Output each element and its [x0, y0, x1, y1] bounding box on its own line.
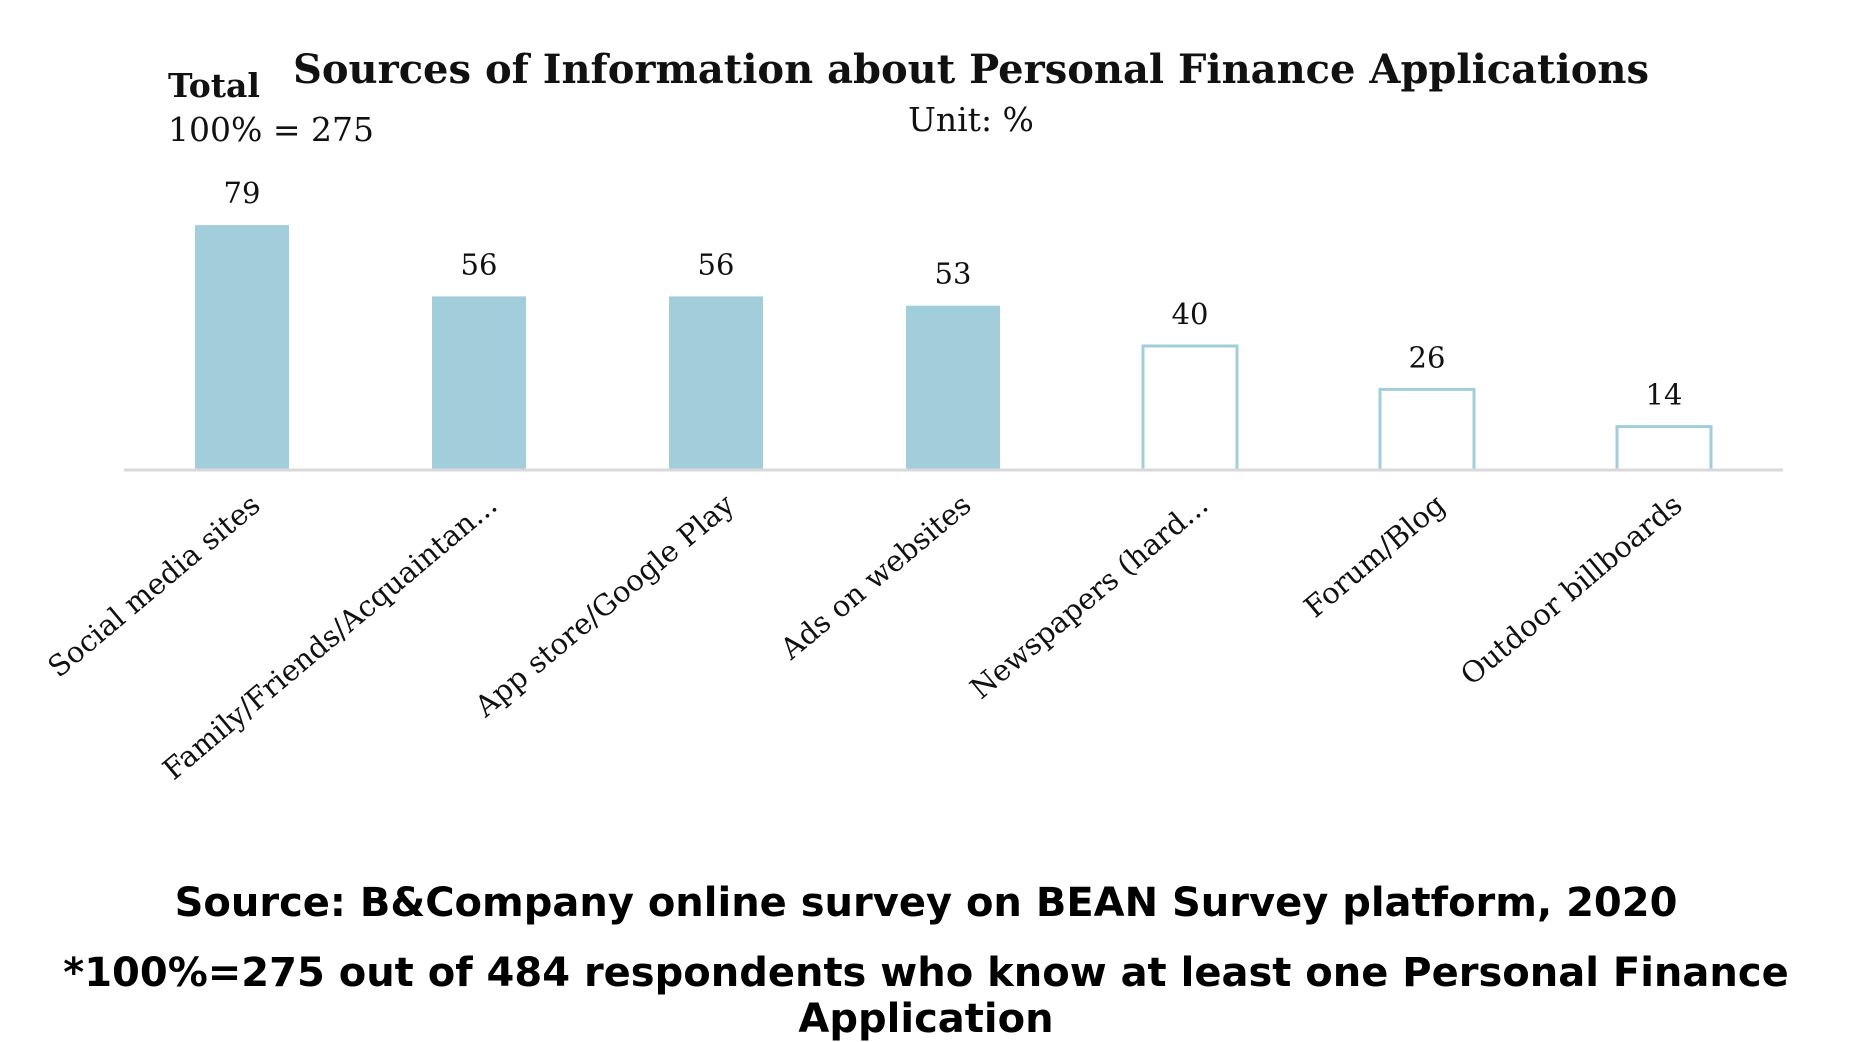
bar-3	[669, 296, 763, 470]
data-label-2: 56	[461, 247, 498, 281]
category-label-1: Social media sites	[41, 487, 266, 684]
source-note: Source: B&Company online survey on BEAN …	[174, 880, 1678, 926]
chart-title: Sources of Information about Personal Fi…	[292, 46, 1650, 93]
category-label-4: Ads on websites	[773, 487, 977, 666]
footnote: *100%=275 out of 484 respondents who kno…	[63, 950, 1789, 1042]
bar-6	[1378, 387, 1476, 472]
category-label-5: Newspapers (hard...	[963, 487, 1214, 705]
data-label-1: 79	[224, 176, 261, 210]
bar-2	[432, 296, 526, 470]
category-label-7: Outdoor billboards	[1454, 487, 1689, 692]
bar-4	[906, 305, 1000, 470]
data-label-7: 14	[1646, 378, 1683, 412]
bar-5	[1141, 344, 1239, 472]
category-label-3: App store/Google Play	[467, 487, 740, 724]
data-label-6: 26	[1409, 340, 1446, 374]
data-label-5: 40	[1172, 297, 1209, 331]
bar-1	[195, 225, 289, 470]
chart-subtitle: Unit: %	[908, 100, 1034, 139]
bar-7	[1615, 425, 1713, 472]
data-label-3: 56	[698, 247, 735, 281]
data-label-4: 53	[935, 257, 972, 291]
category-label-6: Forum/Blog	[1298, 487, 1452, 624]
total-value: 100% = 275	[168, 110, 374, 149]
total-label: Total	[168, 66, 260, 105]
